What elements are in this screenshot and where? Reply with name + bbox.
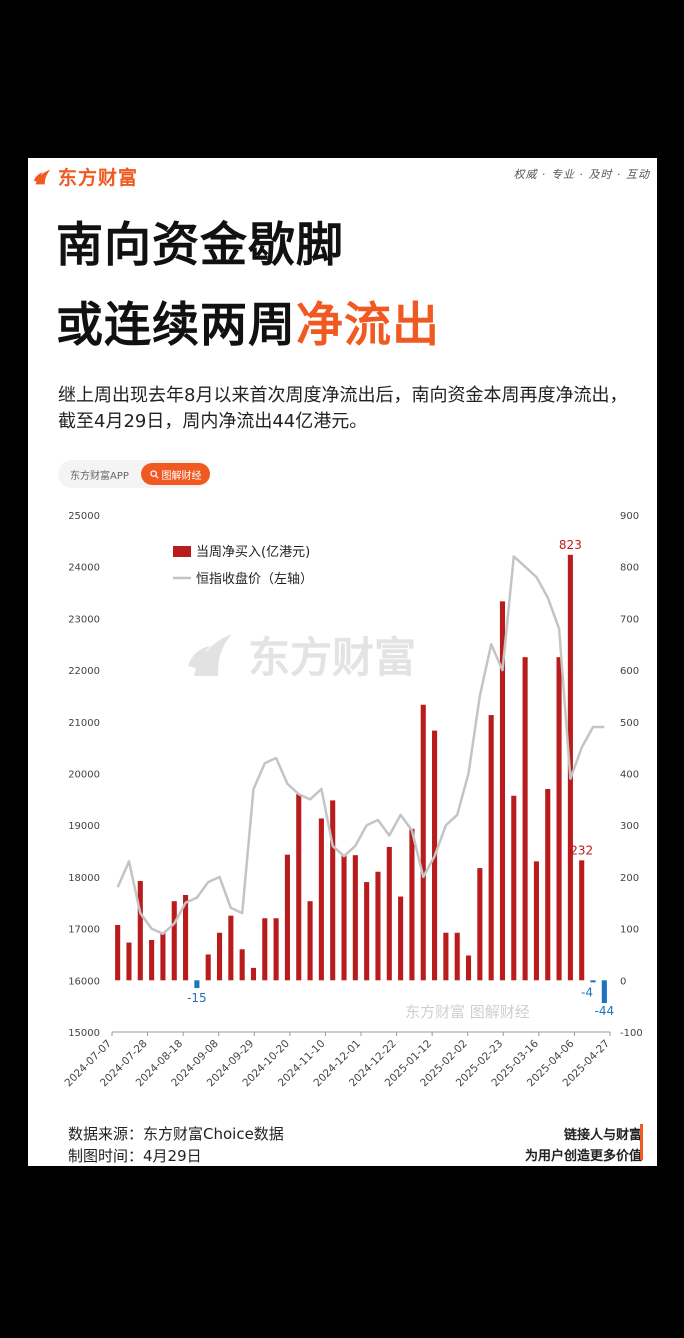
bar-data-label: 232 — [570, 843, 593, 857]
net-buy-bar — [183, 894, 189, 981]
net-buy-bar — [318, 818, 324, 981]
left-axis-tick-label: 23000 — [68, 614, 100, 625]
net-buy-bar — [149, 939, 155, 981]
net-buy-bar — [341, 855, 347, 981]
net-buy-bar — [488, 715, 494, 981]
net-buy-bar — [386, 846, 392, 981]
right-axis-tick-label: 700 — [620, 614, 639, 625]
headline-line-1: 南向资金歇脚 — [56, 218, 344, 273]
chart-legend: 当周净买入(亿港元) 恒指收盘价（左轴） — [173, 545, 313, 587]
net-buy-bar — [511, 795, 517, 981]
net-buy-bar — [533, 861, 539, 981]
bar-data-label: 823 — [559, 538, 582, 552]
summary-text: 继上周出现去年8月以来首次周度净流出后，南向资金本周再度净流出，截至4月29日，… — [58, 385, 628, 432]
net-buy-bar — [443, 932, 449, 981]
net-buy-bar — [465, 955, 472, 981]
net-buy-bar — [330, 800, 336, 981]
net-buy-bar — [601, 980, 607, 1004]
net-buy-bar — [205, 954, 211, 981]
left-axis-tick-label: 18000 — [68, 873, 100, 884]
net-buy-bar — [420, 704, 426, 981]
left-axis-tick-label: 24000 — [68, 563, 100, 574]
net-buy-bar — [194, 980, 200, 989]
legend-bar-label: 当周净买入(亿港元) — [196, 545, 310, 560]
net-buy-bar — [307, 901, 313, 981]
left-axis-tick-label: 21000 — [68, 718, 100, 729]
net-buy-bar — [364, 882, 370, 981]
right-axis-tick-label: 200 — [620, 873, 639, 884]
net-buy-bar — [398, 896, 404, 981]
net-buy-bar — [171, 901, 177, 981]
brand-flame-icon — [33, 169, 51, 184]
left-axis-tick-label: 22000 — [68, 666, 100, 677]
left-axis-tick-label: 15000 — [68, 1028, 100, 1039]
net-buy-bar — [228, 915, 234, 981]
left-axis-tick-label: 25000 — [68, 511, 100, 522]
right-axis-tick-label: -100 — [620, 1028, 643, 1039]
net-buy-bar — [545, 789, 551, 981]
net-buy-bar — [499, 601, 506, 981]
net-buy-bar — [454, 932, 460, 981]
bar-data-label: -15 — [187, 991, 207, 1005]
graphic-finance-label: 图解财经 — [161, 470, 202, 482]
net-buy-bar — [522, 657, 528, 981]
right-axis-tick-label: 400 — [620, 770, 639, 781]
footer-accent-bar — [640, 1124, 643, 1160]
watermark-flame-icon — [188, 634, 232, 676]
net-buy-bar — [296, 794, 302, 981]
net-buy-bar — [579, 860, 585, 981]
watermark-small-text: 东方财富 图解财经 — [405, 1003, 530, 1021]
app-name: 东方财富APP — [70, 470, 129, 482]
net-buy-bar — [352, 855, 358, 981]
brand-name: 东方财富 — [58, 167, 139, 189]
right-axis-tick-label: 800 — [620, 563, 639, 574]
search-icon — [149, 469, 159, 479]
brand-logo: 东方财富 — [32, 163, 138, 190]
net-buy-bar — [375, 871, 381, 981]
headline-line-2-prefix: 或连续两周 — [56, 298, 296, 353]
watermark: 东方财富 东方财富 图解财经 — [188, 633, 530, 1021]
net-buy-bar — [556, 657, 562, 981]
right-axis-tick-label: 300 — [620, 821, 639, 832]
net-buy-bar — [409, 828, 415, 981]
headline-line-2: 或连续两周净流出 — [56, 298, 440, 354]
net-buy-bar — [262, 918, 268, 981]
net-buy-bar — [137, 881, 143, 981]
net-buy-bar — [160, 932, 166, 981]
bar-data-label: -4 — [581, 985, 593, 999]
data-source: 数据来源：东方财富Choice数据 — [68, 1125, 284, 1143]
legend-bar-swatch — [173, 546, 191, 557]
net-buy-bar — [250, 967, 257, 981]
left-axis-tick-label: 20000 — [68, 770, 100, 781]
app-badge: 东方财富APP 图解财经 — [58, 460, 210, 488]
infographic-card — [28, 158, 657, 1166]
footer-tagline-1: 链接人与财富 — [563, 1128, 642, 1143]
left-axis-tick-label: 16000 — [68, 976, 100, 987]
footer-tagline-2: 为用户创造更多价值 — [524, 1149, 642, 1164]
bar-data-label: -44 — [595, 1004, 615, 1018]
left-axis-tick-label: 19000 — [68, 821, 100, 832]
right-axis-tick-label: 500 — [620, 718, 639, 729]
net-buy-bar — [115, 924, 121, 981]
chart-date: 制图时间：4月29日 — [68, 1147, 202, 1165]
right-axis-tick-label: 900 — [620, 511, 639, 522]
brand-slogan: 权威 · 专业 · 及时 · 互动 — [513, 168, 650, 181]
watermark-text: 东方财富 — [248, 633, 416, 682]
headline-highlight: 净流出 — [296, 298, 440, 353]
net-buy-bar — [273, 918, 279, 981]
right-axis-tick-label: 600 — [620, 666, 639, 677]
right-axis-tick-label: 0 — [620, 976, 626, 987]
net-buy-bar — [239, 949, 245, 981]
hsi-close-line — [116, 555, 605, 936]
right-axis-tick-label: 100 — [620, 925, 639, 936]
net-buy-bar — [126, 942, 132, 981]
net-buy-bar — [477, 868, 483, 981]
net-buy-bar — [284, 854, 290, 981]
left-axis-tick-label: 17000 — [68, 925, 100, 936]
net-buy-bar — [216, 932, 223, 981]
legend-line-label: 恒指收盘价（左轴） — [196, 571, 313, 587]
net-buy-bar — [590, 980, 596, 983]
graphic-finance-button[interactable]: 图解财经 — [141, 463, 210, 485]
